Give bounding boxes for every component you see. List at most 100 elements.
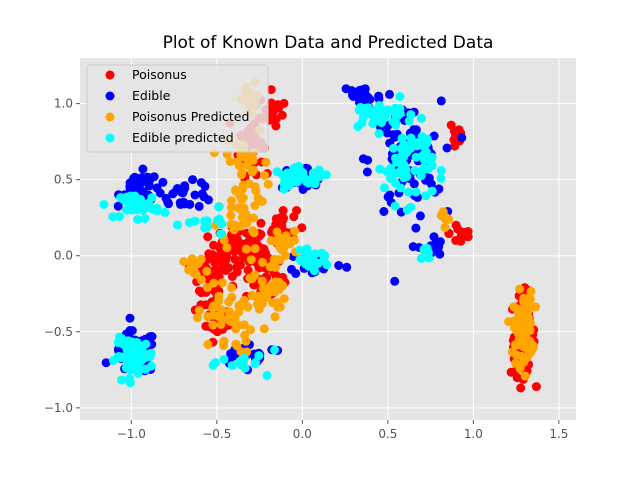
data-point [234,307,244,317]
data-point [451,220,461,230]
data-point [152,183,162,193]
data-point [203,232,213,242]
data-point [199,192,209,202]
data-point [519,358,529,367]
data-point [363,155,373,165]
data-point [250,359,260,369]
data-point [429,131,439,141]
data-point [399,173,409,183]
data-point [250,244,260,254]
data-point [342,262,352,272]
data-point [409,179,419,189]
y-tick-label: −0.5 [44,325,73,339]
data-point [416,254,426,263]
data-point [263,179,273,189]
data-point [125,313,135,323]
data-point [506,367,516,377]
data-point [404,116,414,126]
data-point [512,350,521,360]
data-point [193,313,202,323]
data-point [512,324,522,334]
axis-ticks: −1.0 −0.5 0.0 0.5 1.0 1.5 −1.0 −0.5 0.0 0.5 1.0 [44,97,569,441]
data-point [239,353,249,363]
data-point [216,320,226,329]
data-point [241,336,251,346]
data-point [417,132,427,142]
data-point [525,294,535,304]
data-point [427,152,437,162]
data-point [253,291,263,301]
data-point [117,375,127,385]
data-point [245,273,255,283]
data-point [515,284,525,294]
data-point [145,351,155,361]
data-point [266,99,276,109]
data-point [519,337,529,347]
data-point [390,276,400,286]
data-point [421,191,431,201]
data-point [227,283,237,293]
data-point [292,206,301,215]
y-tick-label: 0.5 [54,173,73,187]
data-point [426,179,436,189]
data-point [290,226,300,236]
data-point [213,311,223,321]
data-point [364,103,374,113]
data-point [401,147,411,157]
data-point [371,113,381,123]
data-point [297,223,307,233]
x-tick-label: −0.5 [202,427,231,441]
data-point [203,283,212,292]
data-point [234,320,244,330]
chart-title: Plot of Known Data and Predicted Data [163,33,494,53]
data-point [259,324,269,334]
data-point [375,164,385,174]
data-point [406,133,416,143]
data-point [201,321,211,331]
data-point [278,206,288,215]
data-point [262,371,272,380]
data-point [173,220,182,230]
data-point [227,361,237,371]
data-point [260,171,269,180]
data-point [435,249,445,259]
data-point [519,328,529,338]
data-point [385,173,395,183]
data-point [248,165,258,175]
data-point [374,91,384,101]
data-point [380,183,389,193]
data-point [133,215,143,224]
data-point [212,215,222,225]
data-point [437,209,447,219]
data-point [188,175,198,185]
data-point [249,213,258,223]
data-point [234,160,244,170]
data-point [365,95,375,104]
data-point [236,205,246,215]
data-point [209,278,219,288]
data-point [511,358,521,368]
data-point [203,340,213,349]
data-point [210,265,220,275]
data-point [520,315,530,324]
data-point [440,222,450,232]
data-point [131,356,141,366]
data-point [179,257,189,267]
data-point [216,229,226,239]
data-point [442,143,452,153]
data-point [246,255,256,265]
legend-label-poisonus: Poisonus [132,67,187,82]
data-point [531,302,540,312]
data-point [391,120,401,130]
data-point [348,90,357,100]
data-point [279,184,289,194]
data-point [251,186,261,196]
y-tick-label: −1.0 [44,401,73,415]
data-point [436,166,446,175]
data-point [457,133,467,143]
data-point [390,201,400,211]
data-point [436,96,446,106]
legend-marker-edible [105,91,115,101]
data-point [114,352,124,361]
